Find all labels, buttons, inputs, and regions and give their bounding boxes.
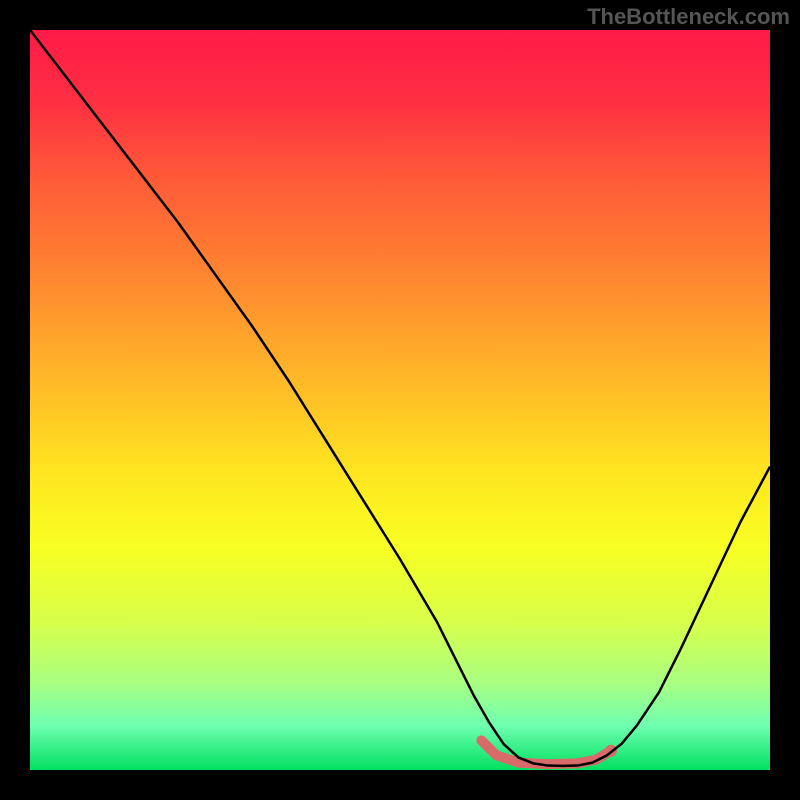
gradient-background bbox=[30, 30, 770, 770]
bottleneck-chart: TheBottleneck.com bbox=[0, 0, 800, 800]
chart-svg bbox=[30, 30, 770, 770]
plot-area bbox=[30, 30, 770, 770]
watermark-text: TheBottleneck.com bbox=[587, 4, 790, 30]
